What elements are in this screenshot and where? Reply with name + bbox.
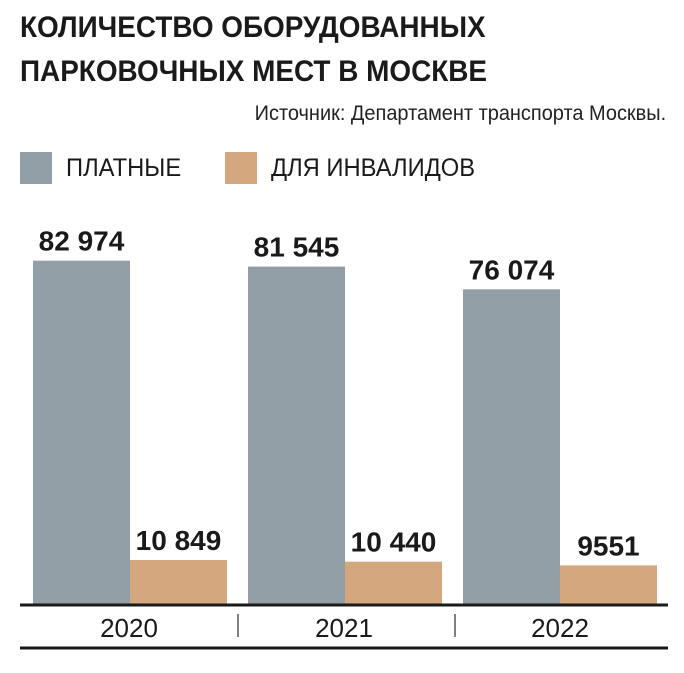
chart-title-line-1: КОЛИЧЕСТВО ОБОРУДОВАННЫХ bbox=[20, 11, 486, 44]
legend-swatch-paid bbox=[20, 152, 52, 184]
legend-swatch-disabled bbox=[225, 152, 258, 184]
legend-item-paid: ПЛАТНЫЕ bbox=[20, 152, 187, 184]
chart-title: КОЛИЧЕСТВО ОБОРУДОВАННЫХ ПАРКОВОЧНЫХ МЕС… bbox=[20, 6, 487, 94]
bar-disabled-2022 bbox=[560, 565, 657, 605]
data-label-paid-2020: 82 974 bbox=[39, 226, 125, 257]
bar-disabled-2021 bbox=[345, 561, 442, 605]
x-tick-label-2022: 2022 bbox=[531, 613, 589, 643]
legend-label-paid: ПЛАТНЫЕ bbox=[66, 153, 182, 182]
bar-paid-2020 bbox=[33, 260, 130, 605]
data-label-disabled-2020: 10 849 bbox=[136, 525, 222, 556]
data-label-paid-2021: 81 545 bbox=[254, 232, 340, 263]
legend: ПЛАТНЫЕ ДЛЯ ИНВАЛИДОВ bbox=[20, 152, 524, 184]
bar-disabled-2020 bbox=[130, 559, 227, 605]
source-note: Источник: Департамент транспорта Москвы. bbox=[254, 102, 666, 125]
legend-label-disabled: ДЛЯ ИНВАЛИДОВ bbox=[271, 153, 476, 182]
x-tick-label-2021: 2021 bbox=[315, 613, 373, 643]
data-label-disabled-2022: 9551 bbox=[577, 530, 639, 561]
legend-item-disabled: ДЛЯ ИНВАЛИДОВ bbox=[225, 152, 486, 184]
data-label-paid-2022: 76 074 bbox=[469, 254, 555, 285]
chart-title-line-2: ПАРКОВОЧНЫХ МЕСТ В МОСКВЕ bbox=[20, 55, 488, 88]
x-tick-label-2020: 2020 bbox=[100, 613, 158, 643]
bar-paid-2021 bbox=[248, 266, 345, 605]
bar-paid-2022 bbox=[463, 289, 560, 605]
data-label-disabled-2021: 10 440 bbox=[351, 527, 437, 558]
